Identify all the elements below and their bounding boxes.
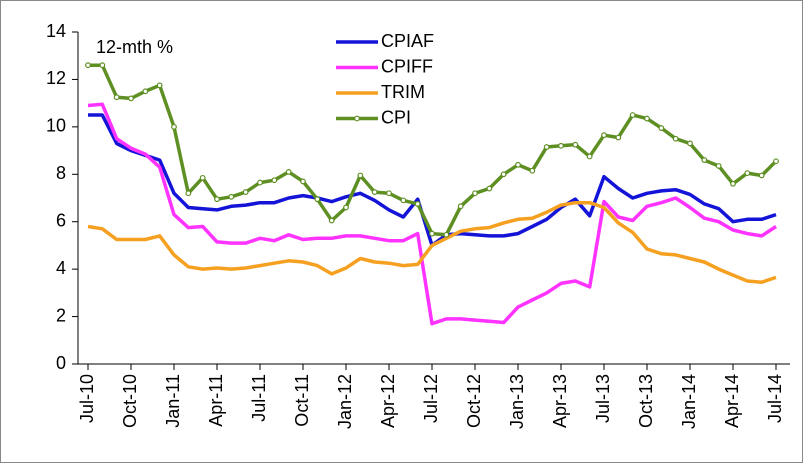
point-marker xyxy=(486,185,493,192)
point-marker xyxy=(242,189,249,195)
x-tick-label: Oct-13 xyxy=(636,374,656,428)
x-tick-label: Jan-13 xyxy=(507,374,527,429)
legend-label: CPIAF xyxy=(381,31,434,51)
point-marker xyxy=(443,231,450,238)
point-marker xyxy=(400,197,407,204)
legend-label: TRIM xyxy=(381,82,425,102)
x-tick-label: Jan-12 xyxy=(335,374,355,429)
point-marker xyxy=(199,174,206,181)
point-marker xyxy=(472,190,478,197)
point-marker xyxy=(113,94,120,101)
point-marker xyxy=(687,140,693,147)
point-marker xyxy=(715,163,722,169)
point-marker xyxy=(271,177,278,184)
point-marker xyxy=(529,167,536,174)
point-marker xyxy=(85,62,91,69)
point-marker xyxy=(500,171,507,178)
point-marker xyxy=(601,132,607,139)
x-tick-label: Oct-12 xyxy=(464,374,484,428)
point-marker xyxy=(214,196,220,203)
point-marker xyxy=(658,125,665,131)
point-marker xyxy=(615,134,622,141)
point-marker xyxy=(701,157,708,163)
point-marker xyxy=(314,196,321,203)
series-line xyxy=(87,102,777,326)
point-marker xyxy=(457,203,464,210)
point-marker xyxy=(300,178,306,185)
legend-label: CPI xyxy=(381,107,411,127)
point-marker xyxy=(99,62,106,69)
point-marker xyxy=(386,190,392,197)
point-marker xyxy=(644,115,650,122)
x-tick-label: Apr-13 xyxy=(550,374,570,428)
y-tick-label: 10 xyxy=(46,116,66,136)
point-marker xyxy=(543,144,550,150)
x-tick-label: Apr-11 xyxy=(206,374,226,427)
point-marker xyxy=(414,201,421,207)
point-marker xyxy=(672,135,679,142)
y-tick-label: 14 xyxy=(46,21,66,41)
y-tick-label: 2 xyxy=(56,305,66,325)
point-marker xyxy=(171,123,177,130)
y-tick-label: 8 xyxy=(56,163,66,183)
point-marker xyxy=(515,161,521,168)
series-line xyxy=(87,200,777,284)
y-tick-label: 4 xyxy=(56,258,66,278)
y-tick-label: 0 xyxy=(56,353,66,373)
point-marker xyxy=(185,190,192,197)
point-marker xyxy=(371,189,378,195)
point-marker xyxy=(142,88,149,95)
point-marker xyxy=(558,142,564,149)
point-marker xyxy=(357,172,364,179)
point-marker xyxy=(586,153,593,160)
point-marker xyxy=(228,193,235,200)
x-tick-label: Jul-10 xyxy=(77,374,97,423)
point-marker xyxy=(572,141,579,148)
point-marker xyxy=(285,169,292,175)
x-tick-label: Jul-11 xyxy=(249,374,269,422)
point-marker xyxy=(156,82,163,89)
x-tick-label: Jul-14 xyxy=(765,374,785,423)
point-marker xyxy=(429,230,435,237)
point-marker xyxy=(730,180,736,187)
x-tick-label: Oct-10 xyxy=(120,374,140,428)
annotation: 12-mth % xyxy=(96,37,173,57)
legend-marker xyxy=(354,115,360,122)
y-tick-label: 6 xyxy=(56,210,66,230)
point-marker xyxy=(128,95,134,102)
x-tick-label: Oct-11 xyxy=(292,374,312,427)
point-marker xyxy=(758,172,765,179)
x-tick-label: Apr-12 xyxy=(378,374,398,428)
x-tick-label: Jul-12 xyxy=(421,374,441,423)
point-marker xyxy=(328,217,335,224)
legend-label: CPIFF xyxy=(381,56,433,76)
y-tick-label: 12 xyxy=(46,68,66,88)
x-tick-label: Jul-13 xyxy=(593,374,613,423)
point-marker xyxy=(629,112,636,118)
point-marker xyxy=(343,204,349,211)
point-marker xyxy=(773,158,779,165)
x-tick-label: Apr-14 xyxy=(722,374,742,428)
point-marker xyxy=(744,170,751,177)
point-marker xyxy=(257,179,263,186)
x-tick-label: Jan-14 xyxy=(679,374,699,429)
x-tick-label: Jan-11 xyxy=(163,374,183,428)
